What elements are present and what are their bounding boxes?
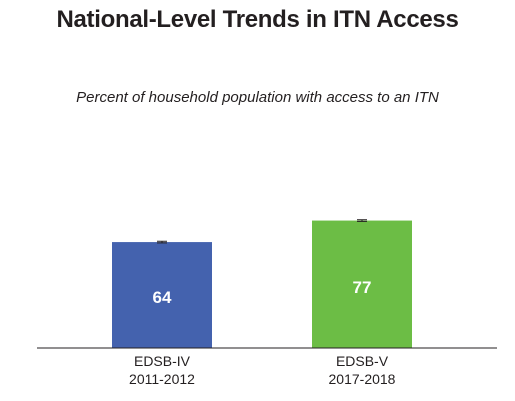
error-bar-1 [157,240,167,244]
error-bar-2 [357,219,367,222]
data-label-1: 64 [153,288,172,307]
data-label-2: 77 [353,278,372,297]
bar-2 [312,220,412,348]
category-label-1-line-1: EDSB-IV [134,353,191,369]
chart-subtitle: Percent of household population with acc… [76,89,439,106]
chart-title: National-Level Trends in ITN Access [56,6,459,33]
category-label-2-line-2: 2017-2018 [329,371,396,387]
category-label-1-line-2: 2011-2012 [129,371,195,387]
category-label-2-line-1: EDSB-V [336,353,389,369]
bar-1 [112,242,212,348]
